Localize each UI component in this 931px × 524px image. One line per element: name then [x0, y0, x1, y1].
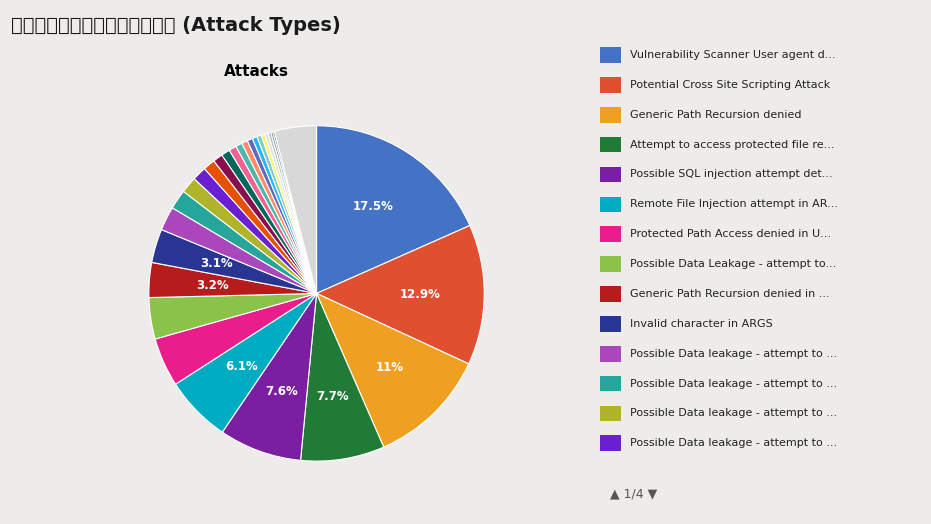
Wedge shape: [195, 169, 317, 293]
Wedge shape: [183, 179, 317, 293]
Wedge shape: [275, 126, 317, 293]
Text: ประเภทการโจมตี (Attack Types): ประเภทการโจมตี (Attack Types): [11, 16, 341, 35]
Wedge shape: [268, 132, 317, 293]
Wedge shape: [257, 135, 317, 293]
Text: 3.1%: 3.1%: [200, 257, 233, 270]
Wedge shape: [149, 293, 317, 339]
Text: Possible Data Leakage - attempt to...: Possible Data Leakage - attempt to...: [630, 259, 837, 269]
Text: Potential Cross Site Scripting Attack: Potential Cross Site Scripting Attack: [630, 80, 830, 90]
Wedge shape: [155, 293, 317, 384]
Text: 17.5%: 17.5%: [353, 200, 394, 213]
Wedge shape: [214, 155, 317, 293]
Wedge shape: [161, 208, 317, 293]
Text: Invalid character in ARGS: Invalid character in ARGS: [630, 319, 773, 329]
Text: Attacks: Attacks: [224, 63, 290, 79]
Text: Remote File Injection attempt in AR...: Remote File Injection attempt in AR...: [630, 199, 838, 210]
Text: Possible SQL injection attempt det...: Possible SQL injection attempt det...: [630, 169, 833, 180]
Text: 7.6%: 7.6%: [265, 385, 298, 398]
Wedge shape: [248, 138, 317, 293]
Text: Possible Data leakage - attempt to ...: Possible Data leakage - attempt to ...: [630, 348, 837, 359]
Text: Possible Data leakage - attempt to ...: Possible Data leakage - attempt to ...: [630, 378, 837, 389]
Wedge shape: [262, 134, 317, 293]
Wedge shape: [176, 293, 317, 432]
Text: 6.1%: 6.1%: [225, 359, 259, 373]
Text: Vulnerability Scanner User agent d...: Vulnerability Scanner User agent d...: [630, 50, 836, 60]
Wedge shape: [273, 131, 317, 293]
Wedge shape: [172, 191, 317, 293]
Wedge shape: [229, 146, 317, 293]
Text: Generic Path Recursion denied in ...: Generic Path Recursion denied in ...: [630, 289, 830, 299]
Wedge shape: [265, 133, 317, 293]
Text: 11%: 11%: [375, 361, 403, 374]
Text: Attempt to access protected file re...: Attempt to access protected file re...: [630, 139, 835, 150]
Wedge shape: [271, 132, 317, 293]
Wedge shape: [223, 293, 317, 461]
Text: Generic Path Recursion denied: Generic Path Recursion denied: [630, 110, 802, 120]
Wedge shape: [149, 263, 317, 298]
Wedge shape: [317, 293, 468, 447]
Wedge shape: [301, 293, 384, 461]
Text: 12.9%: 12.9%: [400, 288, 441, 301]
Wedge shape: [222, 150, 317, 293]
Wedge shape: [242, 141, 317, 293]
Wedge shape: [205, 161, 317, 293]
Wedge shape: [236, 143, 317, 293]
Wedge shape: [152, 230, 317, 293]
Text: Possible Data leakage - attempt to ...: Possible Data leakage - attempt to ...: [630, 408, 837, 419]
Text: Possible Data leakage - attempt to ...: Possible Data leakage - attempt to ...: [630, 438, 837, 449]
Text: Protected Path Access denied in U...: Protected Path Access denied in U...: [630, 229, 831, 239]
Text: ▲ 1/4 ▼: ▲ 1/4 ▼: [610, 487, 657, 500]
Wedge shape: [317, 126, 470, 293]
Wedge shape: [252, 137, 317, 293]
Wedge shape: [317, 225, 484, 364]
Text: 7.7%: 7.7%: [317, 390, 349, 402]
Text: 3.2%: 3.2%: [196, 279, 229, 291]
